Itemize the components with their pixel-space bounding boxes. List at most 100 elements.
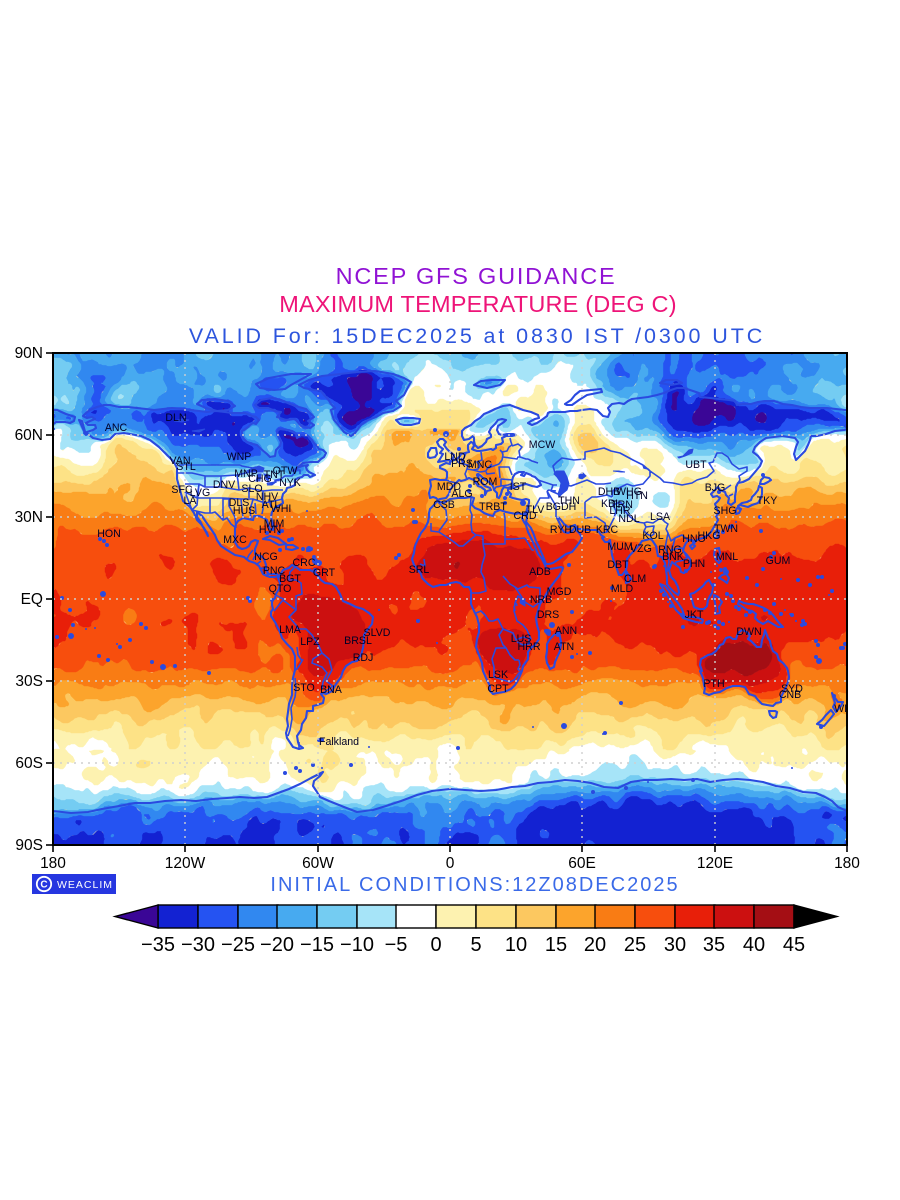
svg-text:MNP: MNP — [234, 468, 258, 480]
svg-text:MLD: MLD — [611, 583, 634, 595]
svg-text:LPZ: LPZ — [300, 636, 320, 648]
svg-text:20: 20 — [584, 934, 606, 956]
svg-text:60E: 60E — [568, 855, 596, 872]
svg-text:LHR: LHR — [609, 505, 631, 517]
svg-text:KRC: KRC — [596, 524, 619, 536]
svg-text:NDL: NDL — [618, 513, 639, 525]
svg-text:NCG: NCG — [254, 551, 278, 563]
svg-text:180: 180 — [40, 855, 66, 872]
svg-text:MUM: MUM — [607, 541, 632, 553]
svg-text:90N: 90N — [15, 345, 43, 362]
svg-text:ROM: ROM — [473, 476, 498, 488]
svg-text:90S: 90S — [15, 837, 43, 854]
svg-text:WHI: WHI — [271, 503, 292, 515]
svg-text:C: C — [40, 880, 47, 891]
svg-text:HON: HON — [97, 528, 121, 540]
svg-text:VZG: VZG — [630, 543, 652, 555]
svg-text:TWN: TWN — [714, 523, 738, 535]
svg-text:MDD: MDD — [437, 481, 461, 493]
svg-text:LND: LND — [444, 451, 466, 463]
svg-text:WLT: WLT — [834, 703, 856, 715]
svg-text:LSA: LSA — [650, 511, 671, 523]
svg-text:120E: 120E — [697, 855, 733, 872]
svg-text:SFC: SFC — [171, 484, 193, 496]
svg-text:30S: 30S — [15, 673, 43, 690]
svg-text:CPT: CPT — [487, 683, 509, 695]
svg-text:CSB: CSB — [433, 499, 455, 511]
svg-text:40: 40 — [743, 934, 765, 956]
svg-text:LVG: LVG — [190, 487, 210, 499]
svg-text:25: 25 — [624, 934, 646, 956]
svg-text:WNP: WNP — [227, 451, 252, 463]
svg-text:STO: STO — [293, 682, 315, 694]
svg-text:BGT: BGT — [279, 573, 301, 585]
svg-text:TKY: TKY — [757, 495, 778, 507]
svg-text:KBL: KBL — [601, 498, 621, 510]
svg-text:CRD: CRD — [514, 510, 537, 522]
svg-text:60N: 60N — [15, 427, 43, 444]
svg-text:DUB: DUB — [569, 524, 591, 536]
svg-text:HKG: HKG — [698, 530, 721, 542]
svg-text:Falkland: Falkland — [319, 736, 359, 748]
svg-text:VALID For: 15DEC2025 at 0830 I: VALID For: 15DEC2025 at 0830 IST /0300 U… — [189, 324, 765, 348]
svg-text:TLV: TLV — [526, 504, 546, 516]
svg-text:35: 35 — [703, 934, 725, 956]
svg-text:BGDH: BGDH — [546, 501, 577, 513]
svg-text:−10: −10 — [340, 934, 374, 956]
svg-text:RYH: RYH — [550, 524, 572, 536]
svg-text:ADB: ADB — [529, 566, 551, 578]
svg-text:TRBT: TRBT — [479, 501, 507, 513]
svg-text:GRT: GRT — [313, 567, 336, 579]
svg-text:THN: THN — [558, 495, 580, 507]
svg-text:MGD: MGD — [547, 586, 572, 598]
svg-text:OTW: OTW — [273, 465, 298, 477]
svg-text:SLO: SLO — [241, 483, 262, 495]
svg-text:DLS: DLS — [229, 497, 250, 509]
svg-text:−20: −20 — [260, 934, 294, 956]
svg-text:MCW: MCW — [529, 439, 555, 451]
svg-text:RNG: RNG — [658, 544, 682, 556]
svg-text:−5: −5 — [385, 934, 408, 956]
svg-text:LMA: LMA — [279, 624, 302, 636]
svg-text:−35: −35 — [141, 934, 175, 956]
svg-text:DHB: DHB — [598, 486, 620, 498]
svg-text:30: 30 — [664, 934, 686, 956]
svg-text:PHN: PHN — [683, 558, 705, 570]
svg-text:ANC: ANC — [105, 422, 128, 434]
svg-text:DBT: DBT — [607, 559, 629, 571]
svg-text:DLN: DLN — [165, 412, 186, 424]
svg-text:HVN: HVN — [259, 524, 281, 536]
svg-text:HUS: HUS — [233, 505, 255, 517]
svg-text:SRL: SRL — [409, 564, 430, 576]
svg-text:DRS: DRS — [537, 609, 559, 621]
svg-text:GUM: GUM — [766, 555, 791, 567]
svg-text:MIM: MIM — [264, 518, 285, 530]
svg-text:STL: STL — [176, 461, 196, 473]
svg-text:ANN: ANN — [555, 625, 577, 637]
svg-text:15: 15 — [545, 934, 567, 956]
svg-text:BJG: BJG — [705, 482, 726, 494]
svg-text:30N: 30N — [15, 509, 43, 526]
svg-text:−30: −30 — [181, 934, 215, 956]
svg-text:180: 180 — [834, 855, 860, 872]
svg-text:LA: LA — [184, 495, 198, 507]
svg-text:BRSL: BRSL — [344, 635, 372, 647]
svg-text:WEACLIM: WEACLIM — [57, 879, 113, 891]
svg-text:60S: 60S — [15, 755, 43, 772]
svg-text:NHV: NHV — [256, 491, 279, 503]
svg-text:−25: −25 — [221, 934, 255, 956]
svg-text:CNB: CNB — [779, 689, 801, 701]
svg-text:0: 0 — [430, 934, 441, 956]
svg-text:PTH: PTH — [703, 678, 724, 690]
svg-text:TNT: TNT — [264, 469, 285, 481]
svg-text:HTN: HTN — [626, 490, 648, 502]
svg-text:UBT: UBT — [685, 459, 707, 471]
svg-text:HRR: HRR — [518, 641, 541, 653]
svg-text:NYK: NYK — [279, 477, 301, 489]
svg-text:INITIAL CONDITIONS:12Z08DEC202: INITIAL CONDITIONS:12Z08DEC2025 — [270, 874, 679, 896]
svg-text:CHG: CHG — [248, 473, 272, 485]
svg-text:BNK: BNK — [662, 551, 684, 563]
svg-text:DWN: DWN — [736, 626, 761, 638]
svg-text:120W: 120W — [165, 855, 206, 872]
svg-text:HNO: HNO — [682, 533, 706, 545]
